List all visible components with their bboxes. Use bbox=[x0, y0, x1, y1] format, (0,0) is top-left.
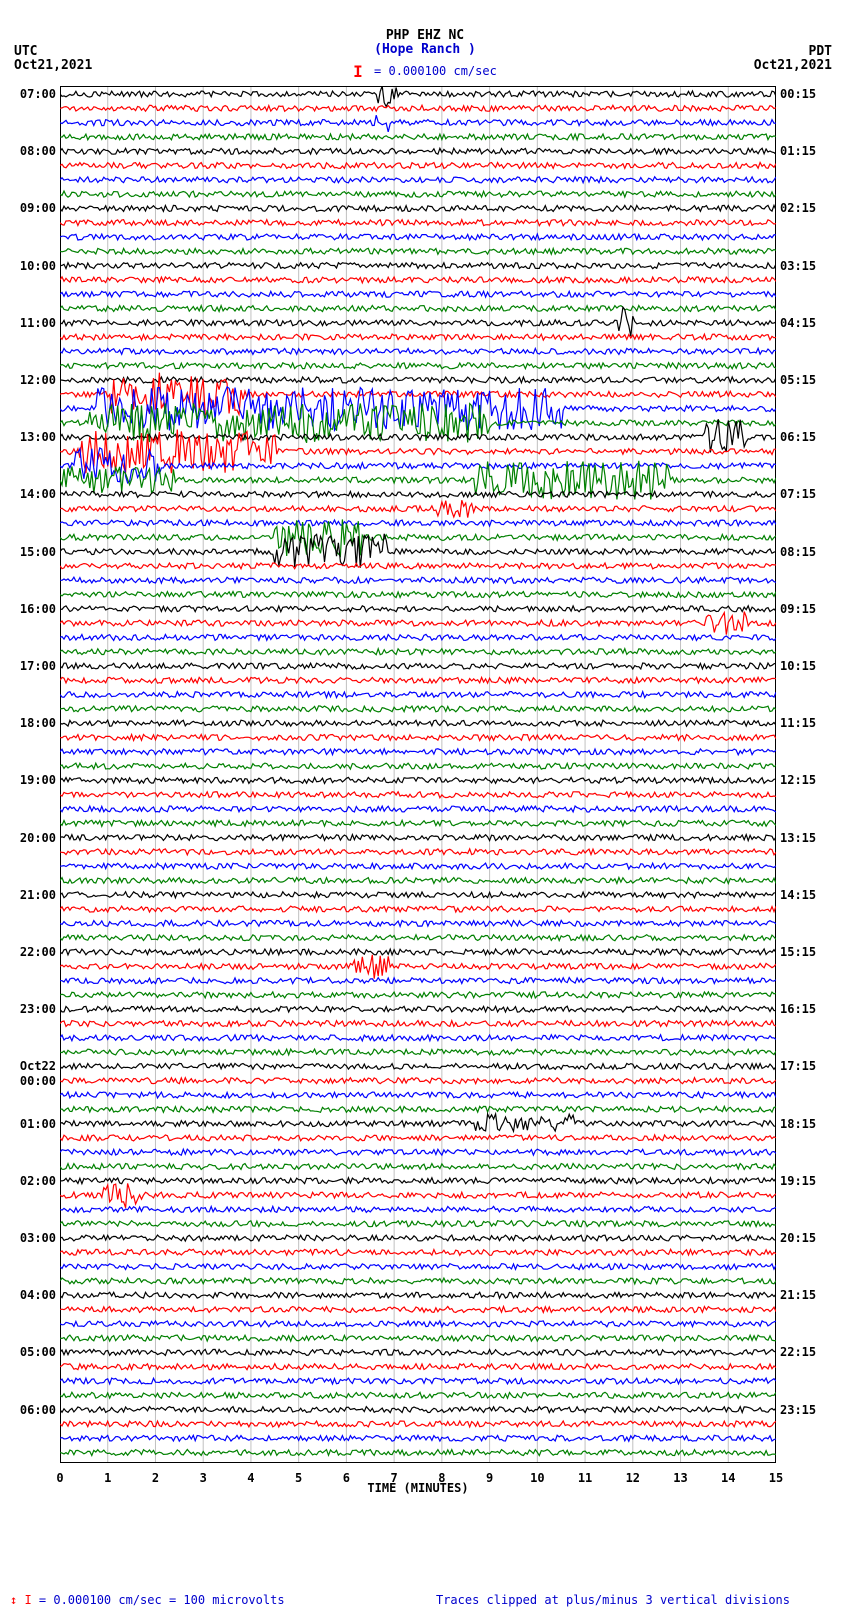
time-label: 22:15 bbox=[780, 1345, 816, 1359]
time-label: 14:00 bbox=[20, 487, 56, 501]
x-axis-label: TIME (MINUTES) bbox=[60, 1481, 776, 1495]
time-label: 05:15 bbox=[780, 373, 816, 387]
time-label: 18:15 bbox=[780, 1117, 816, 1131]
time-label: 23:15 bbox=[780, 1403, 816, 1417]
date-right-label: Oct21,2021 bbox=[754, 58, 832, 73]
time-label: 01:00 bbox=[20, 1117, 56, 1131]
time-label: 15:15 bbox=[780, 945, 816, 959]
time-label: 10:15 bbox=[780, 659, 816, 673]
time-label: 11:15 bbox=[780, 716, 816, 730]
time-label: 20:00 bbox=[20, 831, 56, 845]
time-label: 01:15 bbox=[780, 144, 816, 158]
footer-scale: ↕ I = 0.000100 cm/sec = 100 microvolts bbox=[10, 1593, 285, 1607]
pdt-time-labels: 00:15 01:15 02:15 03:15 04:15 05:15 06:15 07:15… bbox=[778, 86, 850, 1463]
time-label: 23:00 bbox=[20, 1002, 56, 1016]
time-label: 02:15 bbox=[780, 201, 816, 215]
time-label: 09:15 bbox=[780, 602, 816, 616]
time-label: 06:15 bbox=[780, 430, 816, 444]
time-label: 08:00 bbox=[20, 144, 56, 158]
time-label: 06:00 bbox=[20, 1403, 56, 1417]
time-label: 19:15 bbox=[780, 1174, 816, 1188]
station-name: (Hope Ranch ) bbox=[0, 42, 850, 57]
time-label: 05:00 bbox=[20, 1345, 56, 1359]
time-label: 17:15 bbox=[780, 1059, 816, 1073]
scale-mark-icon: ↕ I bbox=[10, 1593, 39, 1607]
time-label: 08:15 bbox=[780, 545, 816, 559]
utc-time-labels: 07:00 08:00 09:00 10:00 11:00 12:00 13:00 14:00… bbox=[0, 86, 58, 1463]
time-label: 00:00 bbox=[20, 1074, 56, 1088]
time-label: 21:00 bbox=[20, 888, 56, 902]
time-label: 04:15 bbox=[780, 316, 816, 330]
time-label: 03:15 bbox=[780, 259, 816, 273]
time-label: 00:15 bbox=[780, 87, 816, 101]
time-label: 14:15 bbox=[780, 888, 816, 902]
time-label: 03:00 bbox=[20, 1231, 56, 1245]
scale-text: = 0.000100 cm/sec bbox=[374, 64, 497, 78]
time-label: 13:00 bbox=[20, 430, 56, 444]
tz-right-label: PDT bbox=[809, 44, 832, 59]
time-label: 20:15 bbox=[780, 1231, 816, 1245]
time-label: 09:00 bbox=[20, 201, 56, 215]
time-label: 04:00 bbox=[20, 1288, 56, 1302]
time-label: 12:15 bbox=[780, 773, 816, 787]
tz-left-label: UTC bbox=[14, 44, 37, 59]
time-label: 07:15 bbox=[780, 487, 816, 501]
amplitude-scale: I = 0.000100 cm/sec bbox=[0, 62, 850, 81]
seismograph-plot bbox=[60, 86, 776, 1463]
time-label: 15:00 bbox=[20, 545, 56, 559]
time-label: 18:00 bbox=[20, 716, 56, 730]
scale-bar-icon: I bbox=[353, 62, 363, 81]
time-label: 16:15 bbox=[780, 1002, 816, 1016]
time-label: 10:00 bbox=[20, 259, 56, 273]
time-label: 21:15 bbox=[780, 1288, 816, 1302]
time-label: 16:00 bbox=[20, 602, 56, 616]
time-label: Oct22 bbox=[20, 1059, 56, 1073]
time-label: 13:15 bbox=[780, 831, 816, 845]
time-label: 22:00 bbox=[20, 945, 56, 959]
time-label: 12:00 bbox=[20, 373, 56, 387]
date-left-label: Oct21,2021 bbox=[14, 58, 92, 73]
time-label: 19:00 bbox=[20, 773, 56, 787]
time-label: 07:00 bbox=[20, 87, 56, 101]
footer-clip-note: Traces clipped at plus/minus 3 vertical … bbox=[436, 1593, 790, 1607]
time-label: 11:00 bbox=[20, 316, 56, 330]
time-label: 17:00 bbox=[20, 659, 56, 673]
station-code: PHP EHZ NC bbox=[0, 28, 850, 43]
time-label: 02:00 bbox=[20, 1174, 56, 1188]
